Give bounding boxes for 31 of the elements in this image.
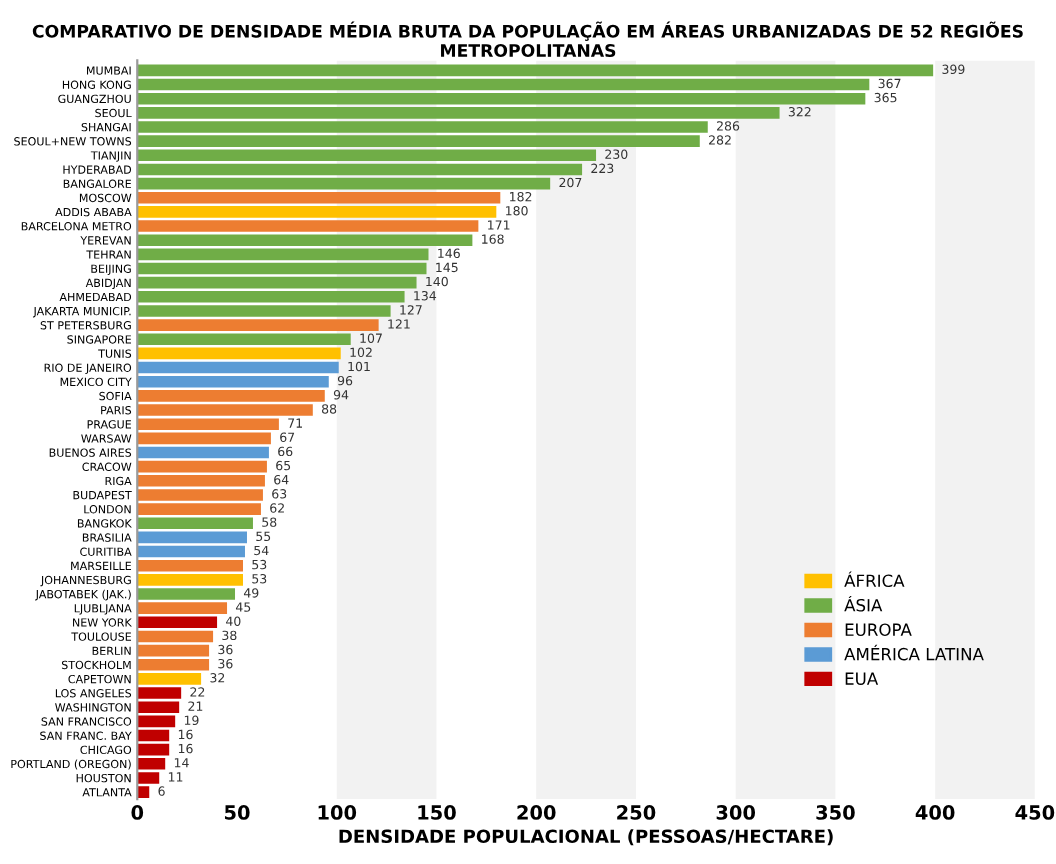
bar xyxy=(137,319,379,331)
chart-title: COMPARATIVO DE DENSIDADE MÉDIA BRUTA DA POPULAÇÃO EM ÁREAS URBANIZADAS DE 52 REGIÕES METROPOLITANAS xyxy=(32,21,1023,58)
bar xyxy=(137,347,341,360)
bar xyxy=(137,588,236,600)
bar xyxy=(137,220,479,232)
x-tick-label: 450 xyxy=(1015,805,1055,820)
bar xyxy=(137,616,218,629)
bar xyxy=(137,191,501,204)
bar xyxy=(137,559,243,572)
x-tick-label: 300 xyxy=(716,805,756,820)
legend-label: AMÉRICA LATINA xyxy=(844,644,984,661)
bar xyxy=(137,333,351,346)
legend-label: ÁSIA xyxy=(844,595,883,612)
x-tick-label: 0 xyxy=(131,805,144,820)
x-tick-label: 100 xyxy=(318,805,357,820)
legend-label: ÁFRICA xyxy=(844,571,905,588)
legend-label: EUROPA xyxy=(845,623,912,637)
bar xyxy=(137,574,243,586)
x-tick-label: 350 xyxy=(816,805,855,820)
bar xyxy=(137,673,202,685)
x-axis-title: DENSIDADE POPULACIONAL (PESSOAS/HECTARE) xyxy=(339,829,833,846)
bar xyxy=(137,446,269,459)
x-tick-label: 50 xyxy=(224,805,250,820)
x-tick-label: 400 xyxy=(915,805,955,820)
x-tick-label: 150 xyxy=(418,805,456,820)
bar xyxy=(137,517,253,530)
bar xyxy=(137,206,497,218)
bar xyxy=(137,602,228,614)
x-tick-label: 250 xyxy=(617,805,656,820)
legend-label: EUA xyxy=(845,672,879,685)
x-tick-label: 200 xyxy=(517,805,556,820)
